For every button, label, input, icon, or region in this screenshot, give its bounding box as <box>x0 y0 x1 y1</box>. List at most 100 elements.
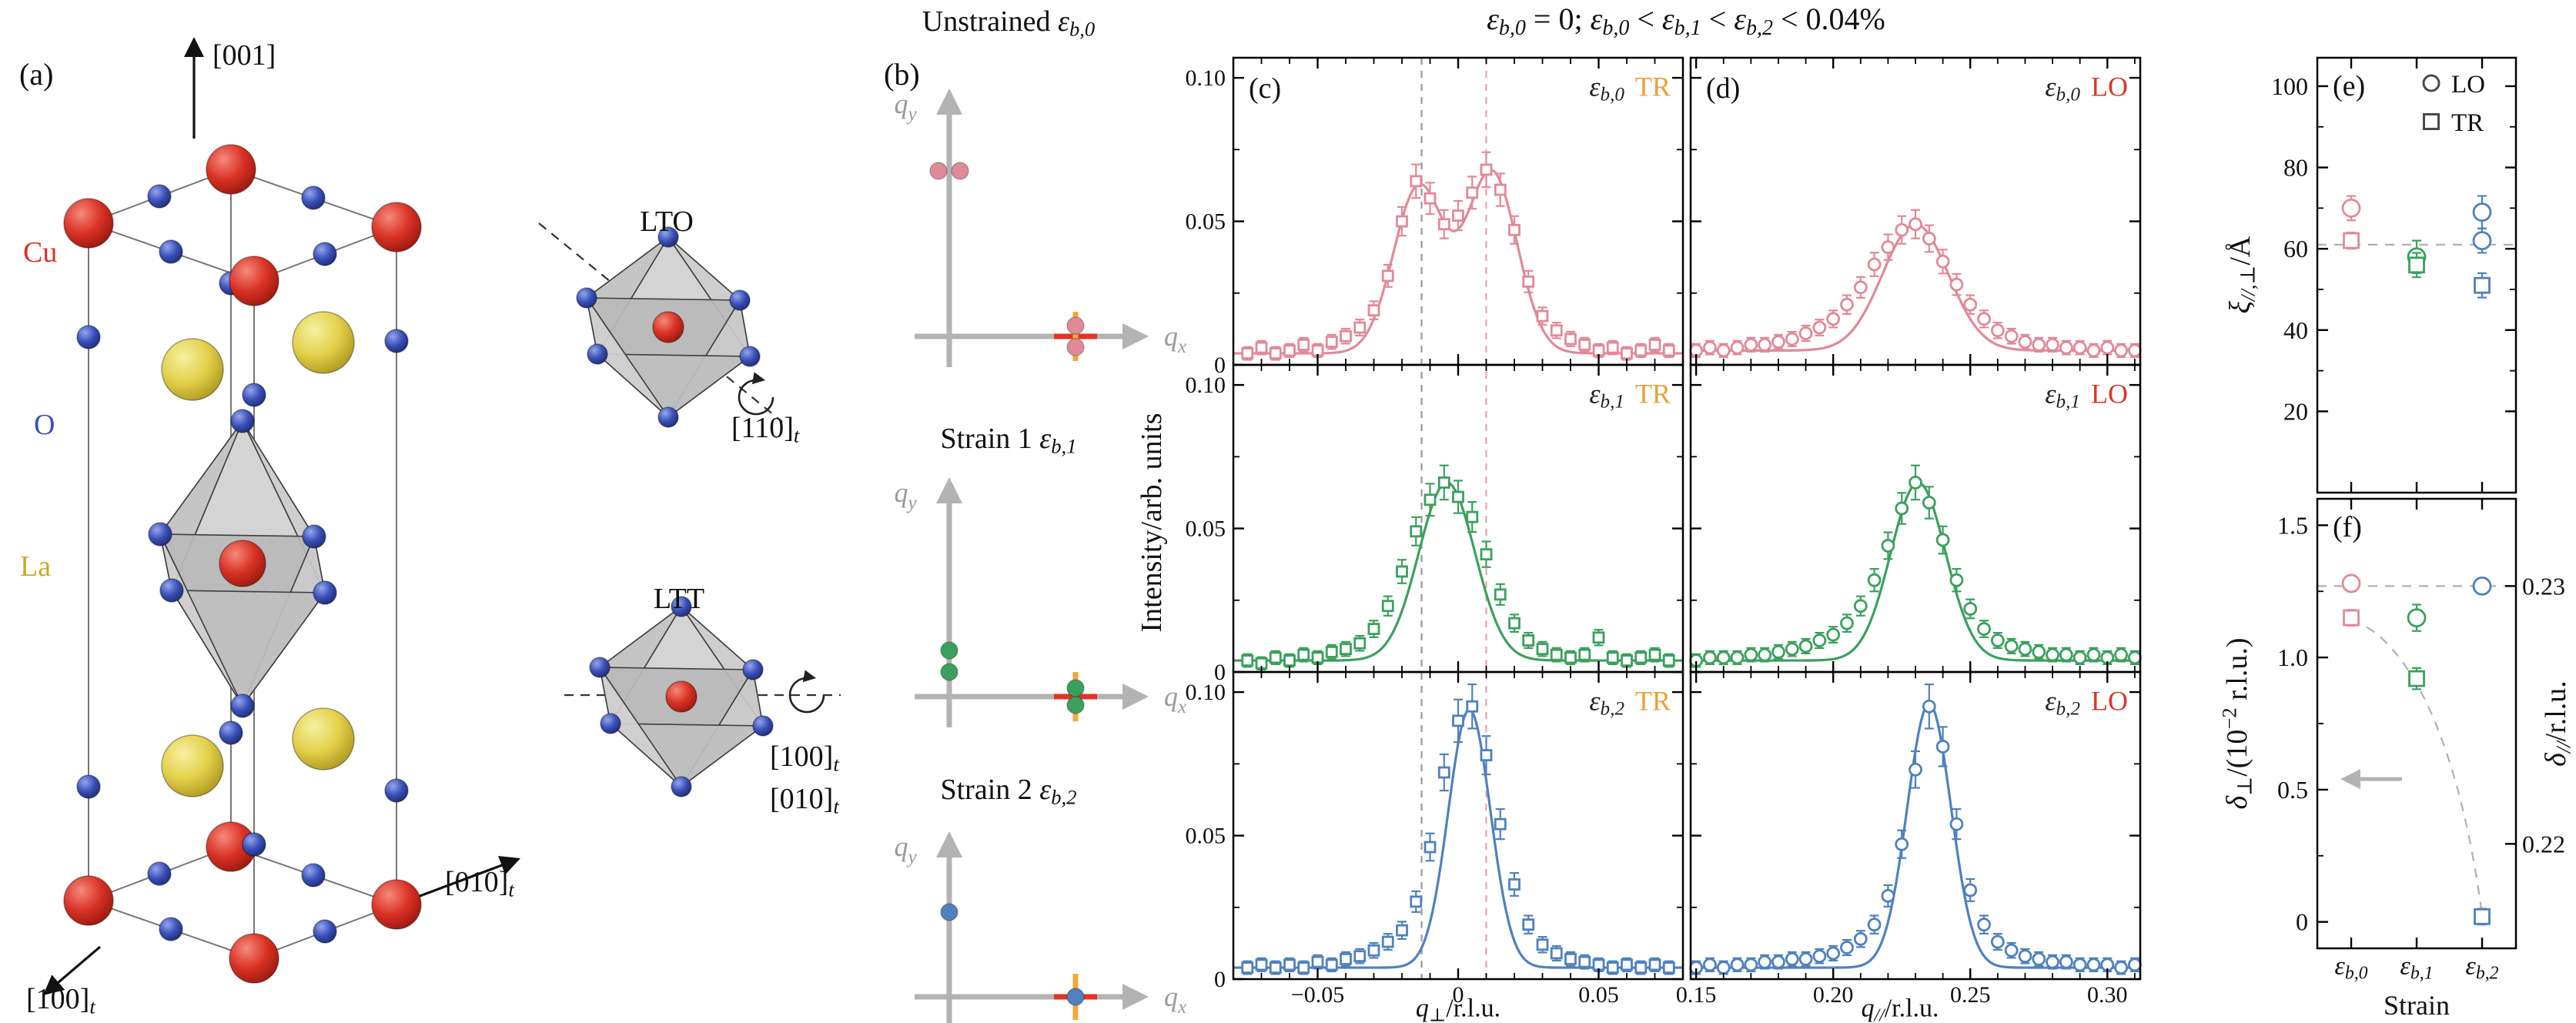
lto-octahedron-face <box>586 297 669 418</box>
data-point-d1 <box>2046 647 2059 662</box>
e-data-point <box>2343 232 2360 249</box>
qx-peak-dot <box>1066 679 1085 697</box>
f-data-point <box>2407 608 2427 627</box>
data-point-c0 <box>1410 175 1423 188</box>
ltt-cu-atom <box>665 680 698 713</box>
data-point-d0 <box>2032 337 2046 352</box>
f-data-point <box>2343 609 2360 627</box>
data-point-d0 <box>2073 340 2087 355</box>
panel-a-crystal-structure <box>43 37 841 995</box>
data-point-d2 <box>1935 740 1950 754</box>
data-point-d0 <box>1853 280 1868 295</box>
cu-atom <box>229 256 279 306</box>
math-fragment: 0 <box>1214 353 1226 378</box>
fit-curve-c0 <box>1233 169 1683 355</box>
math-fragment: y <box>905 104 917 125</box>
data-point-d2 <box>1867 918 1882 932</box>
data-point-c0 <box>1494 183 1507 196</box>
rotation-arrow <box>738 379 774 416</box>
fit-curve-d2 <box>1691 702 2140 969</box>
f-frame <box>2316 497 2517 950</box>
data-point-d1 <box>2114 647 2128 662</box>
data-point-d1 <box>2127 650 2142 665</box>
fit-curve-d0 <box>1691 222 2140 352</box>
data-point-c2 <box>1578 955 1591 968</box>
data-point-d0 <box>1881 240 1895 255</box>
e-y-tick-label: 100 <box>2271 72 2308 100</box>
data-point-c2 <box>1340 952 1352 965</box>
y-tick-label: 0.10 <box>1186 65 1226 91</box>
data-point-d0 <box>1785 332 1799 346</box>
data-point-d2 <box>1949 817 1964 831</box>
data-point-c2 <box>1255 958 1268 971</box>
qy-axis-arrow-head <box>936 477 962 503</box>
y-tick-label: 0.10 <box>1186 680 1226 705</box>
lto-o-atom <box>587 343 608 365</box>
data-point-d0 <box>1840 297 1854 312</box>
data-point-d2 <box>2086 958 2101 972</box>
qx-axis-arrow-head <box>1122 984 1149 1010</box>
math-fragment: 0.15 <box>1676 982 1717 1008</box>
data-point-c1 <box>1564 651 1577 664</box>
data-point-d0 <box>1716 343 1731 358</box>
y-tick-label: 0 <box>1214 353 1226 378</box>
qy-axis-label: qy <box>894 477 917 513</box>
math-fragment: 0.10 <box>1186 680 1226 705</box>
data-point-d0 <box>1963 297 1978 312</box>
cu-atom-center <box>219 540 266 587</box>
data-point-c0 <box>1423 192 1437 205</box>
x-tick-label: −0.05 <box>1291 982 1344 1008</box>
rotation-arrow-head <box>751 372 765 385</box>
math-fragment: 0.30 <box>2087 982 2128 1008</box>
data-point-c2 <box>1241 961 1254 974</box>
data-point-c1 <box>1423 493 1437 506</box>
math-fragment: x <box>1177 697 1186 717</box>
data-point-c0 <box>1452 209 1464 222</box>
data-point-d2 <box>2018 949 2032 964</box>
data-point-d0 <box>1990 323 2005 338</box>
qy-peak-dot <box>940 663 958 681</box>
data-point-d2 <box>1840 941 1854 954</box>
data-point-d2 <box>1881 888 1895 903</box>
qy-peak-dot <box>940 903 958 921</box>
data-point-c1 <box>1396 565 1408 578</box>
data-point-c1 <box>1494 588 1507 601</box>
data-point-c0 <box>1396 215 1408 228</box>
data-point-d0 <box>1798 326 1813 340</box>
math-fragment: 1.5 <box>2277 511 2308 539</box>
o-atom <box>313 580 337 605</box>
data-point-d2 <box>1771 954 1785 969</box>
plot-frame-d2 <box>1689 670 2142 981</box>
data-point-c1 <box>1592 631 1605 644</box>
x-tick-label: 0 <box>1453 982 1464 1008</box>
data-point-c2 <box>1437 766 1450 779</box>
math-fragment: 0.22 <box>2522 830 2565 858</box>
e-y-tick-label: 40 <box>2283 316 2308 344</box>
data-point-d2 <box>2046 954 2059 969</box>
qx-peak-dot <box>1066 338 1085 356</box>
plot-frame-d1 <box>1689 363 2142 674</box>
data-point-d0 <box>2100 340 2115 355</box>
qx-axis-arrow-head <box>1122 684 1149 710</box>
math-fragment: LO <box>2451 71 2485 99</box>
data-point-d0 <box>1758 337 1772 352</box>
data-point-c2 <box>1353 950 1367 963</box>
data-point-d1 <box>1771 644 1785 659</box>
x-tick-label: 0.05 <box>1578 982 1619 1008</box>
data-point-d1 <box>1922 496 1936 510</box>
data-point-d0 <box>1935 254 1950 269</box>
cu-atom <box>371 202 422 252</box>
data-point-c1 <box>1437 476 1450 489</box>
math-fragment: 0.20 <box>1813 982 1854 1008</box>
data-point-c2 <box>1648 958 1661 971</box>
ltt-o-atom <box>600 713 621 734</box>
la-atom <box>292 707 355 771</box>
data-point-c0 <box>1367 304 1380 317</box>
data-point-d2 <box>1798 951 1813 966</box>
data-point-d2 <box>1895 837 1909 851</box>
data-point-d2 <box>2127 958 2142 972</box>
o-atom <box>242 383 266 407</box>
data-point-d2 <box>1909 762 1922 777</box>
data-point-c0 <box>1621 347 1633 359</box>
e-y-tick-label: 20 <box>2283 397 2308 425</box>
